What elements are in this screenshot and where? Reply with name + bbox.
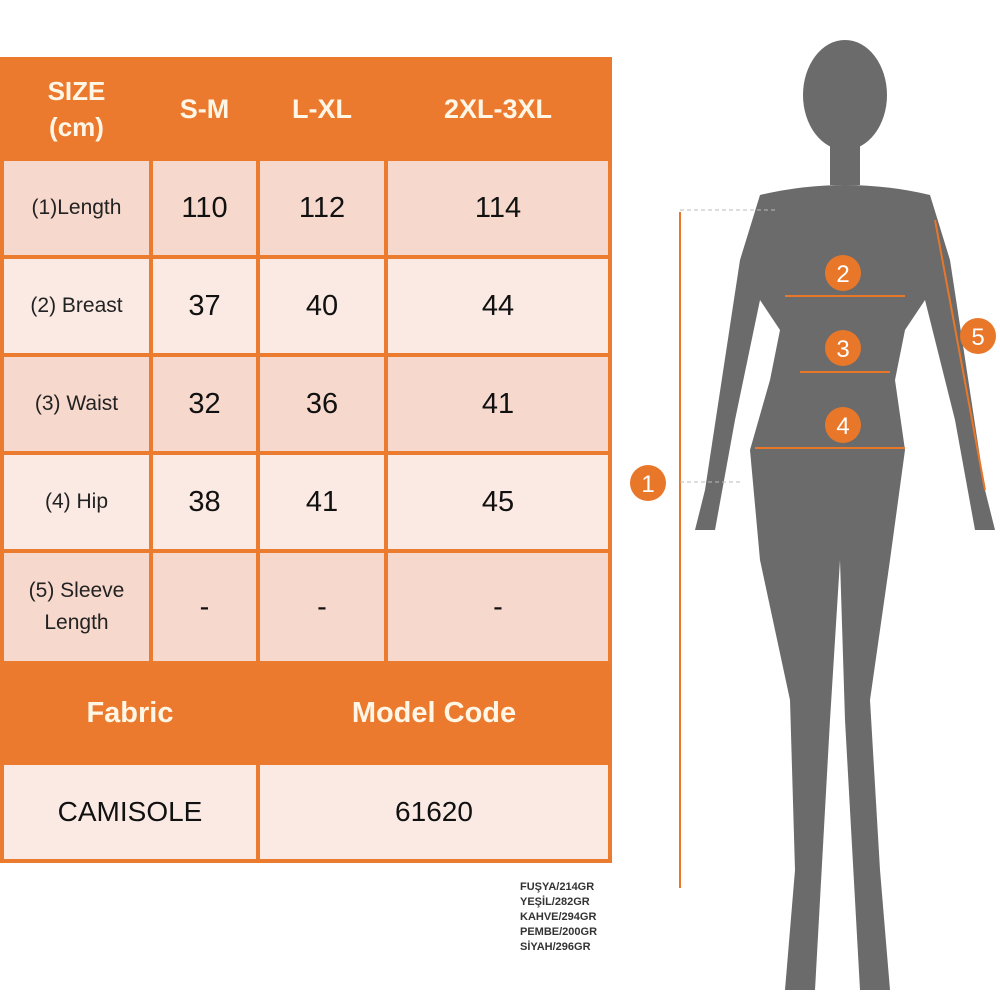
row-label: (1)Length — [0, 157, 153, 259]
cell: 36 — [255, 353, 388, 455]
marker-5: 5 — [960, 318, 996, 354]
cell: - — [383, 549, 613, 665]
cell: 114 — [383, 157, 613, 259]
cell: 110 — [149, 157, 260, 259]
row-label: (5) Sleeve Length — [0, 549, 153, 665]
size-label: SIZE — [47, 76, 106, 106]
measure-lines — [679, 212, 986, 888]
cell: 44 — [383, 255, 613, 357]
cell: 38 — [149, 451, 260, 553]
guide-lines — [680, 209, 775, 483]
cell: - — [149, 549, 260, 665]
color-weights: FUŞYA/214GR YEŞİL/282GR KAHVE/294GR PEMB… — [520, 880, 597, 955]
cell: 40 — [255, 255, 388, 357]
size-table: SIZE (cm) S-M L-XL 2XL-3XL (1)Length 110 11… — [0, 57, 613, 863]
marker-label: 2 — [836, 261, 849, 288]
cell: 45 — [383, 451, 613, 553]
marker-label: 1 — [641, 471, 654, 498]
weight-item: KAHVE/294GR — [520, 911, 597, 923]
cell: - — [255, 549, 388, 665]
marker-3: 3 — [825, 330, 861, 366]
row-label: (2) Breast — [0, 255, 153, 357]
silhouette-figure — [695, 40, 995, 990]
cell: 32 — [149, 353, 260, 455]
row-label-line: Length — [44, 611, 109, 634]
fabric-label: Fabric — [0, 661, 260, 765]
cell: 37 — [149, 255, 260, 357]
marker-1: 1 — [630, 465, 666, 501]
size-col-header: S-M — [149, 57, 260, 161]
table-row: (3) Waist 32 36 41 — [0, 353, 613, 455]
cell: 41 — [255, 451, 388, 553]
cell: 41 — [383, 353, 613, 455]
table-row: (5) Sleeve Length - - - — [0, 549, 613, 665]
marker-label: 5 — [971, 324, 984, 351]
table-row: (1)Length 110 112 114 — [0, 157, 613, 259]
row-label: (4) Hip — [0, 451, 153, 553]
size-col-header: 2XL-3XL — [383, 57, 613, 161]
size-header: SIZE (cm) — [0, 57, 153, 161]
model-code-label: Model Code — [255, 661, 613, 765]
fabric-header-row: Fabric Model Code — [0, 661, 613, 765]
marker-label: 4 — [836, 413, 849, 440]
fabric-value: CAMISOLE — [0, 761, 260, 863]
unit-label: (cm) — [49, 112, 104, 142]
body-silhouette: 1 2 3 4 5 — [630, 40, 996, 990]
model-code-value: 61620 — [255, 761, 613, 863]
fabric-value-row: CAMISOLE 61620 — [0, 761, 613, 863]
weight-item: YEŞİL/282GR — [520, 896, 590, 908]
marker-4: 4 — [825, 407, 861, 443]
size-col-header: L-XL — [255, 57, 388, 161]
row-label: (3) Waist — [0, 353, 153, 455]
weight-item: PEMBE/200GR — [520, 926, 598, 938]
row-label-line: (5) Sleeve — [28, 579, 125, 602]
table-row: (2) Breast 37 40 44 — [0, 255, 613, 357]
table-row: (4) Hip 38 41 45 — [0, 451, 613, 553]
table-header-row: SIZE (cm) S-M L-XL 2XL-3XL — [0, 57, 613, 161]
marker-label: 3 — [836, 336, 849, 363]
weight-item: SİYAH/296GR — [520, 941, 591, 953]
cell: 112 — [255, 157, 388, 259]
weight-item: FUŞYA/214GR — [520, 881, 595, 893]
marker-2: 2 — [825, 255, 861, 291]
